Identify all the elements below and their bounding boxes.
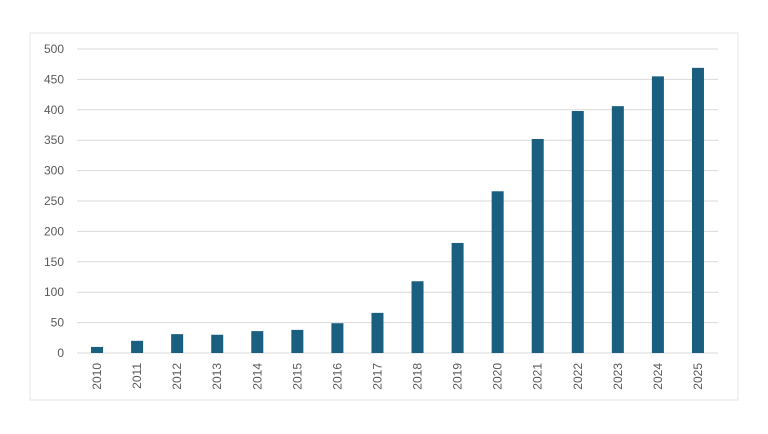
x-tick-label: 2011 (130, 363, 144, 389)
bar (171, 334, 184, 353)
bar (571, 111, 584, 354)
bar (331, 323, 344, 353)
y-tick-label: 500 (44, 42, 64, 56)
bar (251, 331, 264, 353)
x-tick-label: 2013 (210, 363, 224, 390)
x-tick-label: 2022 (571, 363, 585, 390)
x-tick-label: 2014 (250, 363, 264, 390)
y-tick-label: 350 (44, 133, 64, 147)
bar (411, 281, 424, 353)
x-tick-label: 2025 (691, 363, 705, 390)
bar (291, 329, 304, 353)
y-tick-label: 250 (44, 194, 64, 208)
x-tick-label: 2021 (531, 363, 545, 390)
x-tick-label: 2010 (90, 363, 104, 390)
bar (131, 340, 144, 353)
bar (91, 346, 104, 353)
y-tick-label: 450 (44, 72, 64, 86)
x-tick-label: 2012 (170, 363, 184, 390)
x-tick-label: 2019 (451, 363, 465, 390)
x-tick-label: 2023 (611, 363, 625, 390)
y-tick-label: 200 (44, 224, 64, 238)
bar (211, 334, 224, 353)
x-tick-label: 2020 (491, 363, 505, 390)
bar (491, 191, 504, 353)
y-tick-label: 150 (44, 255, 64, 269)
x-tick-label: 2024 (651, 363, 665, 390)
y-tick-label: 300 (44, 164, 64, 178)
y-tick-label: 400 (44, 103, 64, 117)
bar (611, 106, 624, 353)
y-tick-label: 0 (57, 346, 64, 360)
bar (451, 242, 464, 353)
y-tick-label: 100 (44, 285, 64, 299)
x-tick-label: 2016 (330, 363, 344, 390)
x-tick-label: 2018 (411, 363, 425, 390)
y-tick-label: 50 (51, 316, 65, 330)
bar (371, 312, 384, 353)
x-tick-label: 2015 (290, 363, 304, 390)
bar (531, 138, 544, 353)
x-tick-label: 2017 (370, 363, 384, 390)
bar (691, 67, 704, 354)
bar (651, 76, 664, 354)
